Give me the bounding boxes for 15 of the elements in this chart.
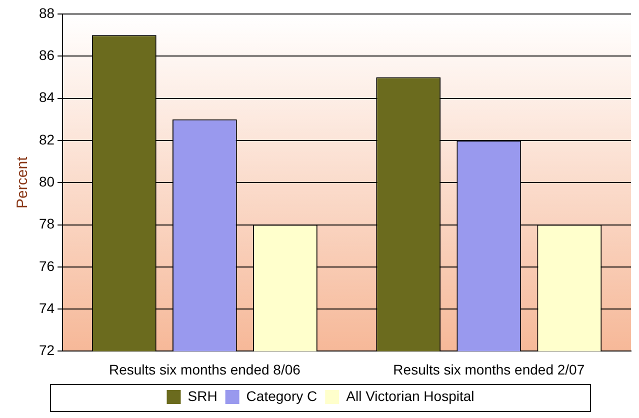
y-tick-label: 76 [38,258,55,274]
y-tick-label: 72 [38,342,55,358]
y-axis-title: Percent [14,156,32,208]
y-tick-label: 74 [38,300,55,316]
legend-label: Category C [246,388,318,404]
y-tick-label: 86 [38,47,55,64]
y-tick-label: 80 [38,173,55,190]
x-tick-label: Results six months ended 8/06 [108,361,301,378]
x-tick-label: Results six months ended 2/07 [393,361,585,378]
y-tick-label: 82 [38,131,55,148]
legend-label: SRH [188,388,218,404]
y-tick-label: 84 [38,89,55,106]
legend-label: All Victorian Hospital [346,388,474,404]
y-tick-label: 78 [38,216,55,232]
y-tick-label: 88 [38,4,55,21]
